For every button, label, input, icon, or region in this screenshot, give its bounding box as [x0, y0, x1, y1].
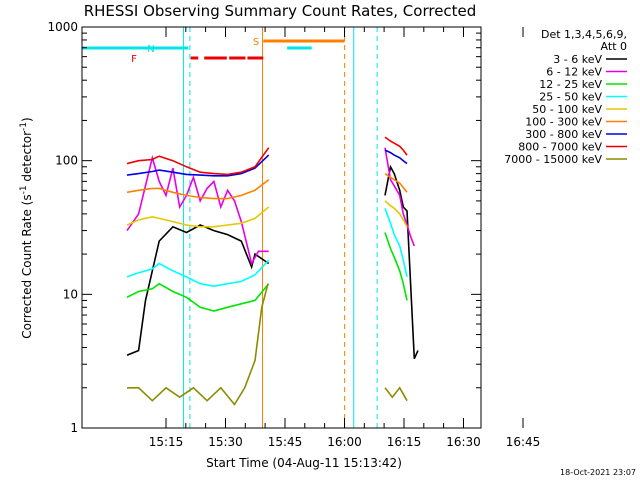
series-line-late	[384, 232, 408, 301]
series-line-early	[126, 154, 269, 266]
series-line-late	[384, 136, 408, 156]
legend-label: 300 - 800 keV	[525, 128, 602, 141]
legend-label: 12 - 25 keV	[539, 78, 602, 91]
series-line-early	[126, 147, 270, 176]
legend-header-line1: Det 1,3,4,5,6,9,	[541, 28, 627, 41]
series-line-late	[384, 164, 419, 360]
legend-label: 25 - 50 keV	[539, 91, 602, 104]
y-axis-label-part3: )	[20, 117, 34, 122]
series-line-late	[384, 208, 408, 278]
series-line-late	[384, 149, 408, 165]
flag-N-label: N	[147, 44, 154, 55]
legend-label: 6 - 12 keV	[546, 66, 602, 79]
observing-flags: NF S	[82, 37, 345, 65]
y-tick-label: 1	[70, 421, 78, 435]
legend-header-line2: Att 0	[601, 40, 627, 53]
footer-timestamp: 18-Oct-2021 23:07	[560, 468, 636, 477]
x-tick-label: 15:15	[149, 435, 184, 449]
plot-frame	[81, 26, 482, 429]
x-tick-label: 16:45	[506, 435, 541, 449]
series-line-early	[126, 179, 270, 200]
x-tick-label: 16:00	[327, 435, 362, 449]
y-tick-label: 10	[63, 287, 78, 301]
x-axis-label: Start Time (04-Aug-11 15:13:42)	[206, 456, 402, 470]
y-tick-label: 1000	[47, 20, 78, 34]
legend-label: 7000 - 15000 keV	[504, 153, 602, 166]
chart-title: RHESSI Observing Summary Count Rates, Co…	[84, 2, 477, 20]
y-axis-label-sup1: -1	[19, 185, 29, 194]
series-lines	[126, 136, 419, 406]
time-markers	[183, 27, 378, 428]
y-axis-label: Corrected Count Rate (s-1 detector-1)	[19, 117, 34, 338]
series-line-late	[384, 172, 408, 193]
series-line-early	[127, 283, 269, 406]
x-tick-label: 16:15	[387, 435, 422, 449]
x-tick-label: 15:30	[208, 435, 243, 449]
series-line-late	[384, 200, 408, 228]
series-line-early	[126, 206, 270, 228]
series-line-late	[384, 386, 408, 402]
flag-S-label: S	[253, 37, 259, 48]
legend-label: 800 - 7000 keV	[518, 141, 602, 154]
series-line-early	[126, 282, 270, 312]
series-line-early	[126, 259, 270, 288]
y-tick-label: 100	[55, 154, 78, 168]
series-line-late	[384, 147, 416, 247]
x-tick-label: 16:30	[446, 435, 481, 449]
flag-F-label: F	[131, 54, 137, 65]
legend-label: 50 - 100 keV	[532, 103, 602, 116]
legend-label: 100 - 300 keV	[525, 116, 602, 129]
legend-label: 3 - 6 keV	[553, 53, 602, 66]
y-axis-label-part2: detector	[20, 131, 34, 186]
y-axis-label-sup2: -1	[19, 122, 29, 131]
series-line-early	[126, 154, 270, 177]
series-line-early	[126, 224, 270, 357]
x-tick-label: 15:45	[268, 435, 303, 449]
y-axis-label-part1: Corrected Count Rate (s	[20, 194, 34, 338]
axes: 15:15 15:30 15:45 16:00 16:15 16:30 16:45 1 10 10…	[47, 20, 540, 449]
